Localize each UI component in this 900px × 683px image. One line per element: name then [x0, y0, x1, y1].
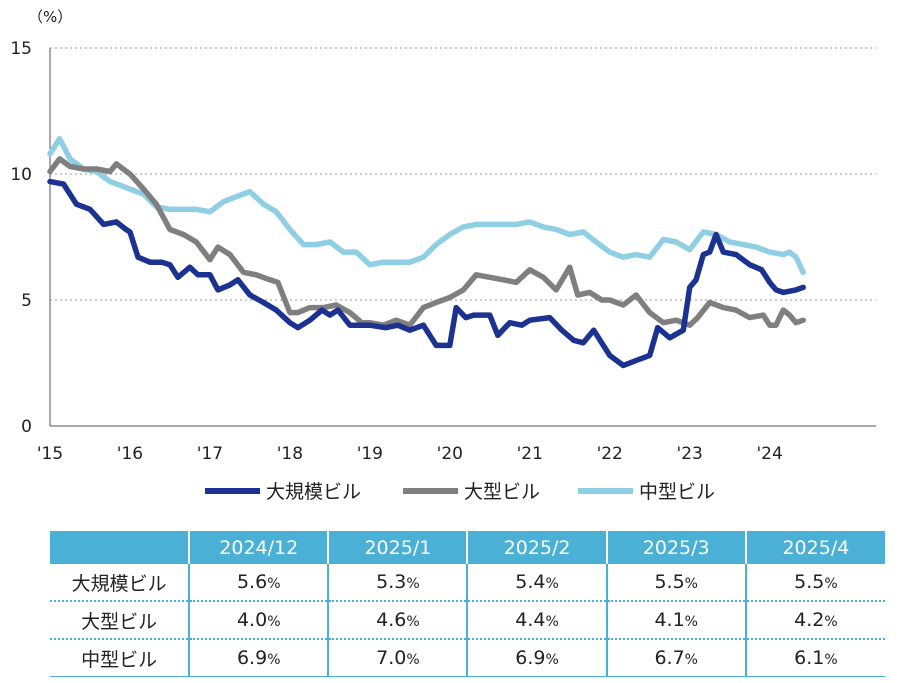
- cell-unit: %: [545, 576, 559, 592]
- table-cell: 5.4%: [466, 564, 607, 602]
- x-tick-label: '21: [517, 444, 543, 464]
- table-cell: 4.1%: [605, 601, 746, 640]
- cell-unit: %: [824, 614, 838, 630]
- series-line: [47, 156, 806, 328]
- cell-value: 5.5: [654, 571, 685, 593]
- table-header-cell: 2025/1: [327, 531, 468, 564]
- cell-value: 6.9: [515, 647, 546, 669]
- table-cell: 4.0%: [188, 601, 329, 640]
- series-line: [47, 135, 806, 276]
- table-cell: 4.2%: [744, 601, 885, 640]
- cell-unit: %: [545, 652, 559, 668]
- x-tick-label: '18: [277, 444, 303, 464]
- series-lines: [47, 135, 806, 369]
- y-axis-ticks: 0 5 10 15: [10, 39, 32, 437]
- table-row: 大規模ビル 5.6% 5.3% 5.4% 5.5% 5.5%: [50, 564, 885, 602]
- table-cell: 5.5%: [605, 564, 746, 602]
- x-tick-label: '24: [756, 444, 782, 464]
- cell-unit: %: [684, 614, 698, 630]
- table-cell: 6.9%: [466, 639, 607, 677]
- x-axis-ticks: '15 '16 '17 '18 '19 '20 '21 '22 '23 '24: [37, 444, 783, 464]
- y-tick-label: 0: [21, 417, 32, 437]
- cell-unit: %: [406, 614, 420, 630]
- cell-value: 4.0: [236, 609, 268, 631]
- row-label: 中型ビル: [50, 639, 190, 677]
- x-tick-label: '15: [37, 444, 63, 464]
- table-cell: 5.5%: [744, 564, 885, 602]
- table-row: 中型ビル 6.9% 7.0% 6.9% 6.7% 6.1%: [50, 639, 885, 677]
- table-header-cell: [50, 531, 190, 564]
- cell-value: 6.1: [794, 647, 825, 669]
- cell-unit: %: [267, 614, 281, 630]
- row-label: 大規模ビル: [50, 564, 190, 602]
- cell-unit: %: [824, 576, 838, 592]
- table-header-cell: 2024/12: [188, 531, 329, 564]
- x-tick-label: '17: [197, 444, 223, 464]
- table-cell: 5.3%: [327, 564, 468, 602]
- cell-unit: %: [267, 576, 281, 592]
- table-header-row: 2024/12 2025/1 2025/2 2025/3 2025/4: [50, 531, 885, 564]
- table-header-cell: 2025/2: [466, 531, 607, 564]
- row-label: 大型ビル: [50, 601, 190, 640]
- table-cell: 6.7%: [605, 639, 746, 677]
- cell-value: 5.4: [515, 571, 546, 593]
- y-unit-label: （%）: [28, 8, 72, 26]
- cell-unit: %: [406, 576, 420, 592]
- table-cell: 5.6%: [188, 564, 329, 602]
- x-tick-label: '23: [677, 444, 703, 464]
- cell-value: 5.3: [376, 571, 407, 593]
- y-tick-label: 15: [10, 39, 32, 59]
- cell-unit: %: [545, 614, 559, 630]
- cell-value: 5.6: [236, 571, 268, 593]
- cell-unit: %: [267, 652, 281, 668]
- cell-unit: %: [684, 652, 698, 668]
- cell-value: 6.9: [236, 647, 268, 669]
- cell-value: 4.2: [794, 609, 825, 631]
- table-row: 大型ビル 4.0% 4.6% 4.4% 4.1% 4.2%: [50, 601, 885, 640]
- axes: [49, 48, 876, 427]
- cell-value: 4.4: [515, 609, 546, 631]
- cell-unit: %: [684, 576, 698, 592]
- x-tick-label: '22: [597, 444, 623, 464]
- legend: 大規模ビル 大型ビル 中型ビル: [205, 481, 715, 503]
- table-cell: 4.6%: [327, 601, 468, 640]
- y-tick-label: 5: [21, 291, 32, 311]
- data-table: 2024/12 2025/1 2025/2 2025/3 2025/4 大規模ビ…: [50, 531, 885, 677]
- cell-value: 6.7: [654, 647, 685, 669]
- table-cell: 7.0%: [327, 639, 468, 677]
- cell-unit: %: [824, 652, 838, 668]
- legend-label: 大規模ビル: [266, 481, 361, 503]
- table-cell: 6.1%: [744, 639, 885, 677]
- table-cell: 6.9%: [188, 639, 329, 677]
- vacancy-rate-chart: （%） 0 5 10 15 '15 '16 '17 '18 '19 '20 '21 '22 '23 '2…: [10, 8, 876, 503]
- x-tick-label: '16: [117, 444, 143, 464]
- cell-value: 4.1: [654, 609, 685, 631]
- cell-value: 7.0: [376, 647, 407, 669]
- gridlines: [50, 47, 876, 301]
- cell-value: 4.6: [376, 609, 407, 631]
- legend-label: 大型ビル: [464, 481, 540, 503]
- x-tick-label: '19: [357, 444, 383, 464]
- y-tick-label: 10: [10, 165, 32, 185]
- table-cell: 4.4%: [466, 601, 607, 640]
- table-header-cell: 2025/3: [605, 531, 746, 564]
- series-line: [47, 178, 806, 369]
- x-tick-label: '20: [437, 444, 463, 464]
- table-header-cell: 2025/4: [744, 531, 885, 564]
- cell-value: 5.5: [794, 571, 825, 593]
- cell-unit: %: [406, 652, 420, 668]
- legend-label: 中型ビル: [639, 481, 715, 503]
